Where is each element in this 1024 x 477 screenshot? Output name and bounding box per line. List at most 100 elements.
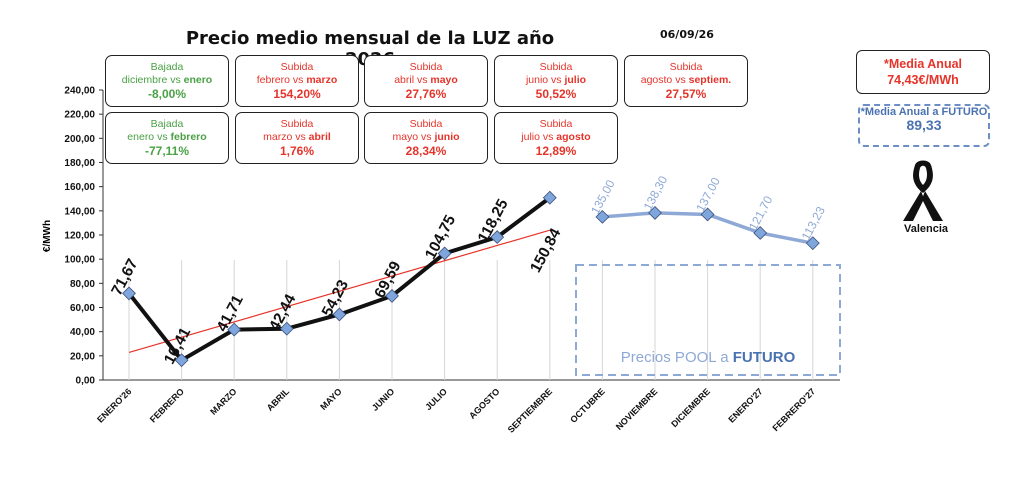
actual-point [174, 353, 189, 368]
actual-data-label: 71,67 [108, 256, 141, 298]
box-comparison: diciembre vs enero [121, 74, 213, 86]
box-percent: 12,89% [535, 144, 577, 158]
box-header: Bajada [150, 118, 184, 130]
future-point [700, 207, 715, 222]
y-tick-label: 180,00 [64, 158, 95, 169]
x-axis-labels: ENERO'26 FEBRERO MARZO ABRIL MAYO JUNIO JULIO A… [95, 386, 817, 435]
media-futuro-value: 89,33 [906, 117, 942, 133]
comparison-box: Bajada enero vs febrero -77,11% [105, 112, 229, 164]
box-month: mayo [430, 74, 458, 86]
box-comparison: enero vs febrero [127, 131, 207, 143]
actual-data-label: 118,25 [475, 196, 512, 245]
box-header: Bajada [150, 61, 184, 73]
box-comparison: mayo vs junio [392, 131, 460, 143]
box-month: junio [434, 131, 460, 143]
box-comparison: febrero vs marzo [256, 74, 338, 86]
y-tick-label: 220,00 [64, 110, 95, 121]
comparison-box: Subida junio vs julio 50,52% [494, 55, 618, 107]
box-comparison: abril vs mayo [394, 74, 458, 86]
box-header: Subida [280, 61, 314, 73]
y-axis: 0,00 20,00 40,00 60,00 80,00 100,00 120,00 140,… [64, 86, 840, 387]
comparison-box: Subida agosto vs septiem. 27,57% [624, 55, 748, 107]
future-prices-box [575, 264, 841, 376]
media-anual-box: *Media Anual 74,43€/MWh [856, 50, 990, 94]
box-percent: 1,76% [279, 144, 315, 158]
y-tick-label: 120,00 [64, 231, 95, 242]
box-percent: 28,34% [405, 144, 447, 158]
box-comparison: marzo vs abril [263, 131, 331, 143]
x-tick-label: NOVIEMBRE [614, 386, 660, 432]
x-tick-label: ENERO'27 [726, 386, 764, 424]
actual-point [227, 322, 242, 337]
actual-point [437, 246, 452, 261]
x-tick-label: JULIO [423, 386, 449, 412]
future-point [595, 209, 610, 224]
x-tick-label: FEBRERO [148, 386, 186, 424]
y-tick-label: 0,00 [76, 376, 96, 387]
box-percent: 154,20% [273, 87, 321, 101]
actual-data-label: 69,59 [371, 258, 404, 301]
y-tick-label: 140,00 [64, 206, 95, 217]
media-anual-value: 74,43€/MWh [887, 73, 959, 87]
city-label: Valencia [903, 223, 949, 235]
x-tick-label: SEPTIEMBRE [506, 386, 554, 434]
x-tick-label: OCTUBRE [568, 386, 607, 425]
box-percent: 27,57% [665, 87, 707, 101]
future-data-label: 137,00 [693, 175, 723, 214]
actual-data-label: 16,41 [161, 325, 194, 368]
y-tick-label: 60,00 [70, 303, 95, 314]
actual-point [122, 286, 136, 301]
series-lines [127, 196, 814, 363]
y-tick-label: 100,00 [64, 255, 95, 266]
box-month: julio [564, 74, 587, 86]
box-comparison: agosto vs septiem. [640, 74, 732, 86]
box-header: Subida [280, 118, 314, 130]
mourning-ribbon-icon [903, 160, 943, 221]
box-month: marzo [306, 74, 338, 86]
box-month: septiem. [688, 74, 732, 86]
future-data-label: 135,00 [588, 177, 618, 216]
box-month: febrero [170, 131, 207, 143]
future-label-prefix: Precios POOL a [621, 349, 733, 366]
box-month: agosto [556, 131, 591, 143]
x-tick-label: MARZO [208, 386, 238, 416]
comparison-box: Subida julio vs agosto 12,89% [494, 112, 618, 164]
x-tick-label: MAYO [318, 386, 344, 412]
box-percent: -77,11% [144, 144, 190, 158]
future-label-emph: FUTURO [733, 349, 796, 366]
comparison-box: Subida febrero vs marzo 154,20% [235, 55, 359, 107]
x-tick-label: ABRIL [265, 386, 292, 413]
x-tick-label: AGOSTO [467, 386, 502, 421]
box-header: Subida [539, 61, 573, 73]
actual-point [279, 321, 294, 336]
y-tick-label: 240,00 [64, 86, 95, 97]
media-anual-label: *Media Anual [883, 57, 963, 71]
actual-point [490, 230, 505, 245]
media-futuro-box: *Media Anual a FUTURO 89,33 [858, 104, 990, 147]
box-header: Subida [539, 118, 573, 130]
future-point [648, 205, 662, 220]
x-tick-label: DICIEMBRE [669, 386, 712, 429]
actual-data-label: 150,84 [527, 225, 564, 275]
box-percent: -8,00% [147, 87, 187, 101]
future-point [753, 226, 768, 240]
trendline-segment [128, 229, 550, 354]
x-tick-label: FEBRERO'27 [770, 386, 817, 433]
y-tick-label: 40,00 [70, 327, 95, 338]
actual-point [542, 190, 557, 205]
comparison-box: Subida marzo vs abril 1,76% [235, 112, 359, 164]
comparison-box: Bajada diciembre vs enero -8,00% [105, 55, 229, 107]
x-tick-label: JUNIO [370, 386, 397, 413]
actual-point [385, 288, 399, 303]
box-header: Subida [669, 61, 703, 73]
trendline [128, 229, 550, 354]
actual-data-label: 104,75 [422, 212, 459, 262]
box-month: abril [308, 131, 331, 143]
comparison-box: Subida abril vs mayo 27,76% [364, 55, 488, 107]
future-point [805, 236, 820, 251]
y-tick-label: 80,00 [70, 279, 95, 290]
x-tick-label: ENERO'26 [95, 386, 133, 424]
y-axis-title: €/MWh [42, 220, 53, 252]
media-futuro-label: *Media Anual a FUTURO [860, 106, 988, 118]
y-tick-label: 20,00 [70, 351, 95, 362]
